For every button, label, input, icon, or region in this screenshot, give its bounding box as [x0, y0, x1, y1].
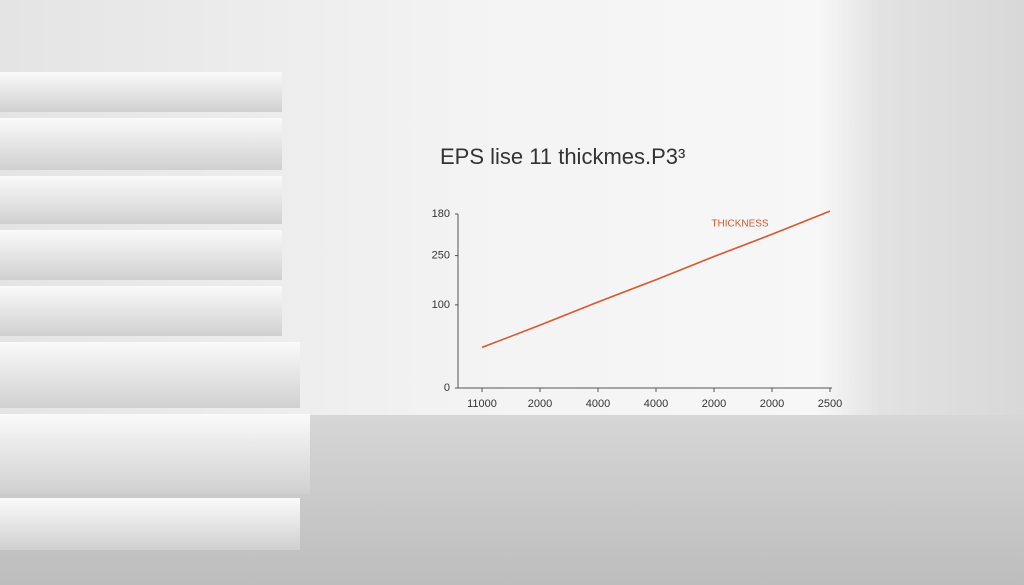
x-tick-label: 2000 [760, 398, 784, 410]
chart: 0 100 250 180 11000 2000 4000 4000 2000 2000 2500 T… [432, 208, 843, 410]
data-line [481, 210, 831, 349]
x-tick-label: 2000 [528, 398, 552, 410]
x-tick-label: 2500 [818, 398, 842, 410]
x-tick-label: 11000 [467, 398, 497, 410]
x-tick-label: 2000 [702, 398, 726, 410]
foam-stack [0, 72, 310, 550]
y-tick-label: 0 [444, 382, 450, 394]
y-tick-label: 180 [432, 208, 450, 220]
x-tick-label: 4000 [644, 398, 668, 410]
y-tick-label: 100 [432, 299, 450, 311]
legend-label: THICKNESS [711, 219, 769, 230]
y-tick-label: 250 [432, 249, 450, 261]
chart-title: EPS lise 11 thickmes.P3³ [440, 144, 685, 169]
x-tick-label: 4000 [586, 398, 610, 410]
